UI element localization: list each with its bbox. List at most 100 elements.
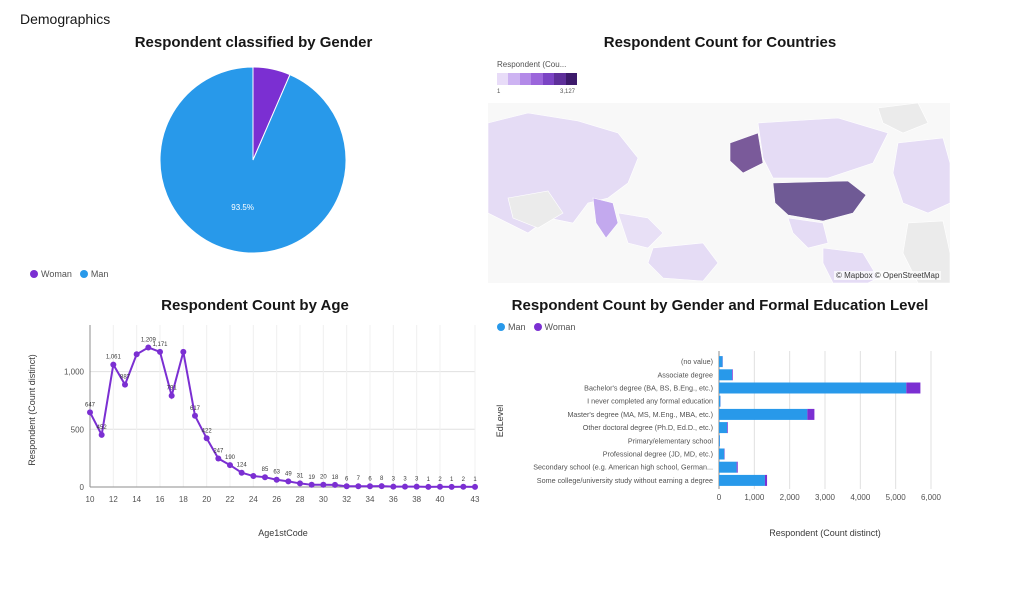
bar-man[interactable] [719,395,721,407]
bar-woman[interactable] [906,382,921,394]
bar-man[interactable] [719,461,737,473]
age-data-label: 3 [392,477,396,483]
age-data-point[interactable] [367,483,373,490]
age-data-point[interactable] [262,474,268,481]
age-data-point[interactable] [332,481,338,488]
age-data-point[interactable] [250,473,257,480]
category-label: Some college/university study without ea… [537,476,713,485]
bar-man[interactable] [719,382,907,394]
bar-man[interactable] [719,408,808,420]
bar-woman[interactable] [727,422,728,434]
age-data-point[interactable] [203,435,210,442]
age-data-label: 8 [380,476,384,482]
x-tick-label: 36 [389,495,398,504]
age-data-point[interactable] [285,478,292,485]
y-tick-label: 500 [71,425,85,434]
x-tick-label: 0 [717,493,722,502]
category-label: Master's degree (MA, MS, M.Eng., MBA, et… [567,410,713,419]
map-region-canada [757,117,889,179]
age-data-point[interactable] [87,409,93,416]
map-color-scale [497,73,577,85]
age-data-point[interactable] [343,483,350,490]
age-data-point[interactable] [133,351,140,358]
bar-woman[interactable] [736,461,738,473]
age-data-point[interactable] [297,480,303,487]
map-region-africa [902,220,950,283]
x-tick-label: 3,000 [815,493,836,502]
age-data-point[interactable] [145,344,152,351]
age-data-point[interactable] [390,483,397,490]
bar-man[interactable] [719,448,725,460]
map-region-greenland [877,103,929,134]
x-tick-label: 22 [226,495,235,504]
x-tick-label: 24 [249,495,258,504]
age-data-point[interactable] [425,483,432,490]
age-data-label: 452 [97,425,108,431]
age-data-point[interactable] [157,348,163,355]
woman-dot-icon [30,270,38,278]
bar-woman[interactable] [732,369,733,381]
age-data-point[interactable] [402,483,408,490]
map-legend-max: 3,127 [560,89,576,95]
countries-map[interactable] [488,103,950,283]
bar-man[interactable] [719,356,723,368]
age-data-point[interactable] [227,462,233,469]
bar-woman[interactable] [807,408,815,420]
age-data-point[interactable] [168,392,175,399]
category-label: Professional degree (JD, MD, etc.) [603,450,713,459]
age-data-point[interactable] [98,431,105,438]
y-tick-label: 1,000 [64,368,85,377]
x-tick-label: 5,000 [886,493,907,502]
bar-man[interactable] [719,369,733,381]
age-data-label: 617 [190,406,201,412]
x-tick-label: 18 [179,495,188,504]
age-data-point[interactable] [437,483,443,490]
age-data-label: 3 [403,477,407,483]
x-tick-label: 10 [86,495,95,504]
age-data-point[interactable] [122,381,128,388]
age-data-point[interactable] [320,481,327,488]
age-data-point[interactable] [378,483,385,490]
category-label: Bachelor's degree (BA, BS, B.Eng., etc.) [584,384,713,393]
age-data-point[interactable] [238,469,245,476]
bar-man[interactable] [719,422,728,434]
age-chart-title: Respondent Count by Age [161,297,349,314]
age-data-point[interactable] [448,483,455,490]
age-data-label: 791 [167,386,178,392]
age-data-label: 31 [297,473,304,479]
age-data-point[interactable] [273,476,280,483]
x-tick-label: 26 [272,495,281,504]
age-data-point[interactable] [413,483,420,490]
age-data-point[interactable] [110,361,117,368]
bar-man[interactable] [719,435,720,447]
gender-pie-chart[interactable]: 93.5% [153,60,353,260]
age-data-point[interactable] [308,481,315,488]
map-legend-title: Respondent (Cou... [497,60,567,69]
y-tick-label: 0 [80,483,85,492]
age-data-point[interactable] [215,455,222,462]
age-data-label: 422 [202,428,213,434]
legend-item-man[interactable]: Man [497,322,526,332]
x-tick-label: 30 [319,495,328,504]
x-tick-label: 6,000 [921,493,942,502]
x-tick-label: 20 [202,495,211,504]
education-bar-chart[interactable]: 0 1,000 2,000 3,000 4,000 5,000 6,000 (no value… [505,345,985,520]
bar-woman[interactable] [764,474,768,486]
legend-label: Man [508,322,526,332]
map-region-mexico [787,217,829,249]
age-data-point[interactable] [472,483,478,490]
category-label: Primary/elementary school [628,436,713,445]
map-legend-min: 1 [497,89,501,95]
legend-item-man[interactable]: Man [79,269,108,279]
legend-item-woman[interactable]: Woman [533,322,575,332]
woman-dot-icon [533,323,542,331]
age-data-point[interactable] [192,412,198,419]
age-data-point[interactable] [460,483,467,490]
pie-slice-man[interactable] [159,66,347,254]
age-data-point[interactable] [180,348,187,355]
age-data-point[interactable] [355,483,362,490]
age-data-label: 6 [368,476,372,482]
bar-man[interactable] [719,474,765,486]
legend-item-woman[interactable]: Woman [30,269,72,279]
